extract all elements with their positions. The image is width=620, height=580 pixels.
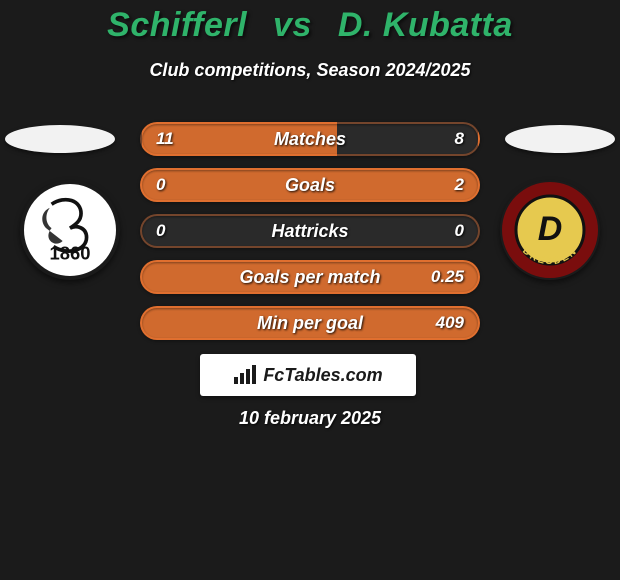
comparison-card: Schifferl vs D. Kubatta Club competition… (0, 0, 620, 580)
stat-row: Min per goal 409 (140, 306, 480, 340)
stat-row: 11 Matches 8 (140, 122, 480, 156)
stat-value-right: 0 (455, 221, 464, 241)
watermark-text: FcTables.com (263, 365, 382, 386)
crest-d-letter: D (538, 210, 563, 248)
stat-value-right: 2 (455, 175, 464, 195)
stat-row: 0 Goals 2 (140, 168, 480, 202)
stat-value-right: 8 (455, 129, 464, 149)
date-text: 10 february 2025 (0, 408, 620, 429)
stat-label: Matches (274, 129, 346, 150)
subtitle: Club competitions, Season 2024/2025 (0, 60, 620, 81)
vs-text: vs (273, 6, 312, 44)
title: Schifferl vs D. Kubatta (0, 6, 620, 45)
watermark: FcTables.com (200, 354, 416, 396)
crest-1860-icon: 1860 (24, 184, 116, 276)
stat-label: Hattricks (271, 221, 348, 242)
stat-value-right: 409 (436, 313, 464, 333)
player1-name: Schifferl (107, 6, 247, 44)
stat-value-left: 11 (156, 129, 174, 149)
stat-value-right: 0.25 (431, 267, 464, 287)
club-crest-right: D DRESDEN (500, 180, 600, 280)
stat-value-left: 0 (156, 175, 165, 195)
player2-placeholder-ellipse (505, 125, 615, 153)
player2-name: D. Kubatta (338, 6, 513, 44)
club-crest-left: 1860 (20, 180, 120, 280)
stat-label: Goals (285, 175, 335, 196)
stat-row: Goals per match 0.25 (140, 260, 480, 294)
player1-placeholder-ellipse (5, 125, 115, 153)
stat-value-left: 0 (156, 221, 165, 241)
crest-dresden-icon: D DRESDEN (500, 180, 600, 280)
stat-label: Min per goal (257, 313, 363, 334)
stat-label: Goals per match (239, 267, 380, 288)
stat-row: 0 Hattricks 0 (140, 214, 480, 248)
bars-stat-icon (233, 365, 257, 385)
crest-year: 1860 (50, 242, 91, 263)
